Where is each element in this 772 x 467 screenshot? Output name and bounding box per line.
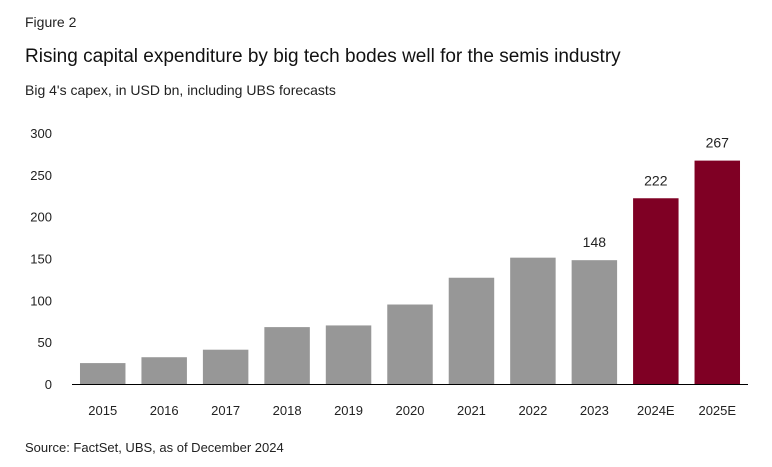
x-tick-label: 2015 (88, 403, 117, 418)
y-tick-label: 300 (30, 126, 52, 141)
x-tick-label: 2022 (518, 403, 547, 418)
x-tick-label: 2024E (637, 403, 675, 418)
bar-2019 (325, 325, 372, 384)
bar-2016 (141, 357, 187, 384)
chart-title: Rising capital expenditure by big tech b… (25, 46, 621, 67)
x-tick-label: 2018 (273, 403, 302, 418)
y-tick-label: 250 (30, 168, 52, 183)
x-tick-label: 2017 (211, 403, 240, 418)
y-tick-label: 200 (30, 210, 52, 225)
bar-2018 (264, 327, 310, 384)
bar-2023 (571, 260, 618, 384)
bar-2022 (510, 257, 556, 384)
figure-label: Figure 2 (25, 14, 77, 30)
x-tick-label: 2023 (580, 403, 609, 418)
bar-2017 (202, 349, 249, 384)
x-tick-label: 2021 (457, 403, 486, 418)
bar-2021 (448, 277, 495, 384)
bar-2015 (79, 363, 126, 384)
y-tick-label: 150 (30, 252, 52, 267)
x-tick-label: 2025E (698, 403, 736, 418)
chart-subtitle: Big 4's capex, in USD bn, including UBS … (25, 82, 336, 98)
bars (79, 160, 741, 384)
source-note: Source: FactSet, UBS, as of December 202… (25, 440, 284, 455)
data-label-2023: 148 (583, 234, 607, 250)
data-label-2024E: 222 (644, 172, 668, 188)
bar-2025E (694, 160, 741, 384)
x-tick-label: 2019 (334, 403, 363, 418)
y-tick-label: 50 (38, 335, 52, 350)
y-tick-label: 100 (30, 293, 52, 308)
y-tick-label: 0 (45, 377, 52, 392)
x-axis: 2015 2016 2017 2018 2019 2020 2021 2022 2023 2024… (88, 403, 736, 418)
data-label-2025E: 267 (706, 135, 730, 151)
data-labels: 148 222 267 (583, 135, 729, 251)
y-axis: 0 50 100 150 200 250 300 (30, 126, 52, 392)
x-tick-label: 2020 (396, 403, 425, 418)
bar-2020 (387, 304, 433, 384)
x-tick-label: 2016 (150, 403, 179, 418)
bar-2024E (633, 198, 679, 384)
